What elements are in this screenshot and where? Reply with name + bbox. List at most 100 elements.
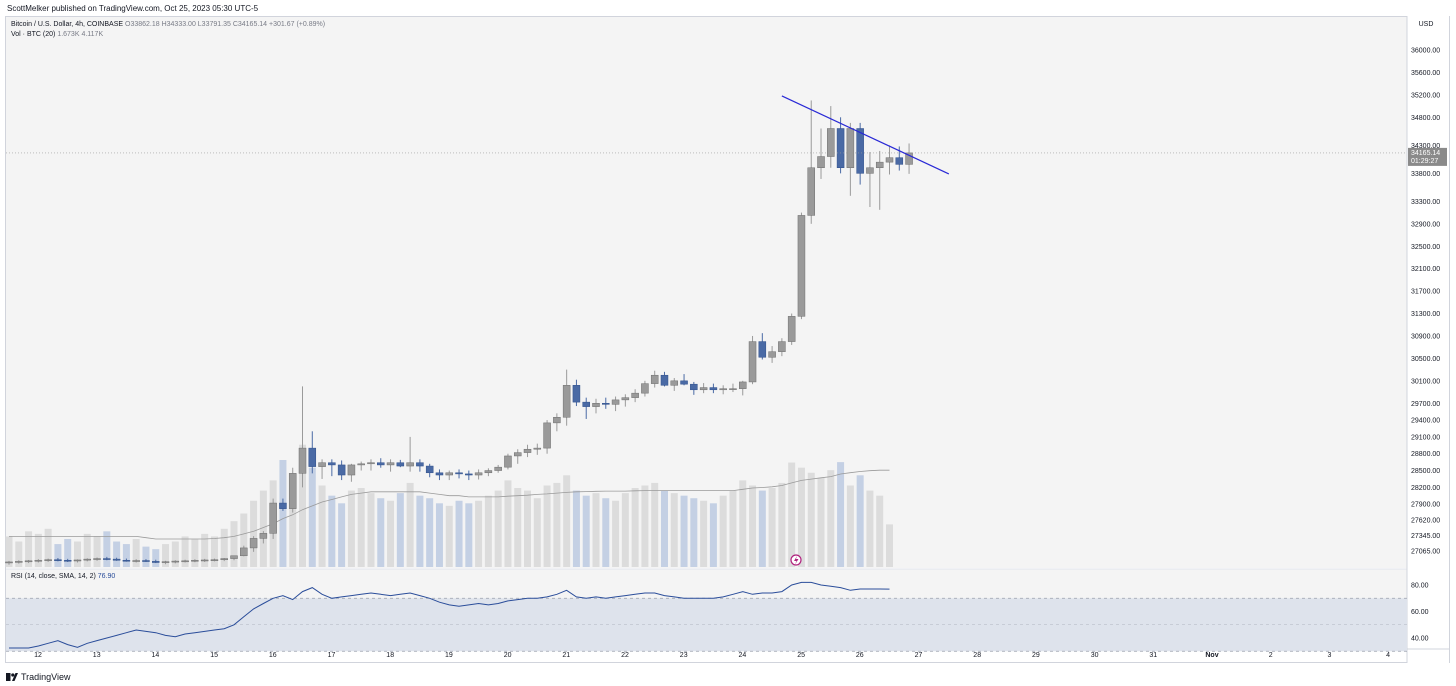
volume-sma-line xyxy=(9,469,890,540)
volume-bar xyxy=(827,470,835,567)
legend-volume: Vol · BTC (20) xyxy=(11,31,56,38)
price-axis-bg xyxy=(1407,16,1449,663)
volume-bar xyxy=(289,475,297,567)
volume-bar xyxy=(524,490,532,567)
volume-bar xyxy=(749,485,757,567)
volume-bar xyxy=(572,490,580,567)
volume-bar xyxy=(778,482,786,567)
volume-bar xyxy=(533,498,541,567)
volume-bar xyxy=(328,495,336,567)
candle-body xyxy=(562,385,571,418)
candle-body xyxy=(572,385,581,403)
volume-bar xyxy=(201,533,209,567)
legend-rsi-row: RSI (14, close, SMA, 14, 2) 76.90 xyxy=(11,573,115,580)
candle-body xyxy=(680,380,688,385)
volume-bar xyxy=(709,503,717,567)
time-tick-label: 25 xyxy=(797,652,805,659)
candle-body xyxy=(846,128,855,169)
time-tick-label: Nov xyxy=(1205,652,1218,659)
volume-bar xyxy=(64,538,72,567)
volume-bar xyxy=(817,477,825,567)
volume-bar xyxy=(455,500,463,567)
candle-body xyxy=(318,462,326,467)
volume-bar xyxy=(866,490,874,567)
candle-body xyxy=(435,472,444,476)
volume-bar xyxy=(83,533,91,567)
time-tick-label: 24 xyxy=(739,652,747,659)
candle-body xyxy=(827,128,835,157)
volume-bar xyxy=(641,485,649,567)
volume-bar xyxy=(220,528,228,567)
candle-body xyxy=(63,560,72,562)
volume-bar xyxy=(406,482,414,567)
candle-body xyxy=(474,472,483,476)
price-tick-label: 29100.00 xyxy=(1411,434,1440,441)
candle-body xyxy=(416,462,424,467)
time-tick-label: 26 xyxy=(856,652,864,659)
time-tick-label: 13 xyxy=(93,652,101,659)
volume-bar xyxy=(465,503,473,567)
volume-bar xyxy=(210,536,218,567)
candle-body xyxy=(875,161,884,169)
price-tick-label: 34800.00 xyxy=(1411,115,1440,122)
candle-body xyxy=(690,383,698,391)
candle-body xyxy=(112,558,121,561)
price-tick-label: 27620.00 xyxy=(1411,517,1440,524)
volume-bar xyxy=(504,480,512,567)
volume-bar xyxy=(338,503,346,567)
tradingview-logo-icon xyxy=(6,673,18,681)
price-tick-label: 30900.00 xyxy=(1411,333,1440,340)
lightning-bolt-glyph xyxy=(794,556,799,565)
candle-body xyxy=(132,560,140,562)
time-tick-label: 15 xyxy=(210,652,218,659)
rsi-line xyxy=(9,581,890,649)
volume-bar xyxy=(308,467,316,567)
volume-bar xyxy=(387,500,395,567)
candle-body xyxy=(191,560,199,562)
volume-bar xyxy=(660,490,668,567)
candle-body xyxy=(650,374,659,384)
candle-body xyxy=(357,463,365,466)
candle-body xyxy=(103,558,111,560)
candle-body xyxy=(220,558,228,560)
volume-bar xyxy=(670,493,678,567)
candle-body xyxy=(367,462,375,465)
volume-bar xyxy=(181,536,189,567)
time-tick-label: 17 xyxy=(328,652,336,659)
volume-bar xyxy=(582,495,590,567)
volume-bar xyxy=(347,490,355,567)
candle-body xyxy=(24,560,33,563)
price-tick-label: 33800.00 xyxy=(1411,171,1440,178)
candle-body xyxy=(602,403,610,405)
volume-bar xyxy=(484,495,492,567)
candle-body xyxy=(523,448,532,453)
candle-body xyxy=(240,547,248,557)
rsi-tick-label: 40.00 xyxy=(1411,636,1429,643)
rsi-tick-label: 60.00 xyxy=(1411,609,1429,616)
time-tick-label: 22 xyxy=(621,652,629,659)
candle-body xyxy=(230,555,238,559)
candle-body xyxy=(885,157,894,163)
price-tick-label: 30500.00 xyxy=(1411,356,1440,363)
time-tick-label: 4 xyxy=(1386,652,1390,659)
volume-bar xyxy=(445,505,453,567)
volume-bar xyxy=(162,544,170,567)
legend-symbol-row: Bitcoin / U.S. Dollar, 4h, COINBASE O338… xyxy=(11,21,325,28)
volume-bar xyxy=(758,490,766,567)
time-tick-label: 14 xyxy=(152,652,160,659)
candle-body xyxy=(455,472,463,475)
price-tick-label: 31700.00 xyxy=(1411,289,1440,296)
candle-body xyxy=(279,502,287,509)
volume-bar xyxy=(700,500,708,567)
candle-body xyxy=(660,374,669,386)
volume-bar xyxy=(592,493,600,567)
currency-label[interactable]: USD xyxy=(1418,21,1434,28)
candle-body xyxy=(797,215,806,317)
candle-body xyxy=(592,403,600,407)
volume-bar xyxy=(5,536,13,567)
candle-body xyxy=(582,401,590,407)
price-tick-label: 35600.00 xyxy=(1411,70,1440,77)
rsi-band xyxy=(6,598,1407,652)
price-tick-label: 33300.00 xyxy=(1411,199,1440,206)
